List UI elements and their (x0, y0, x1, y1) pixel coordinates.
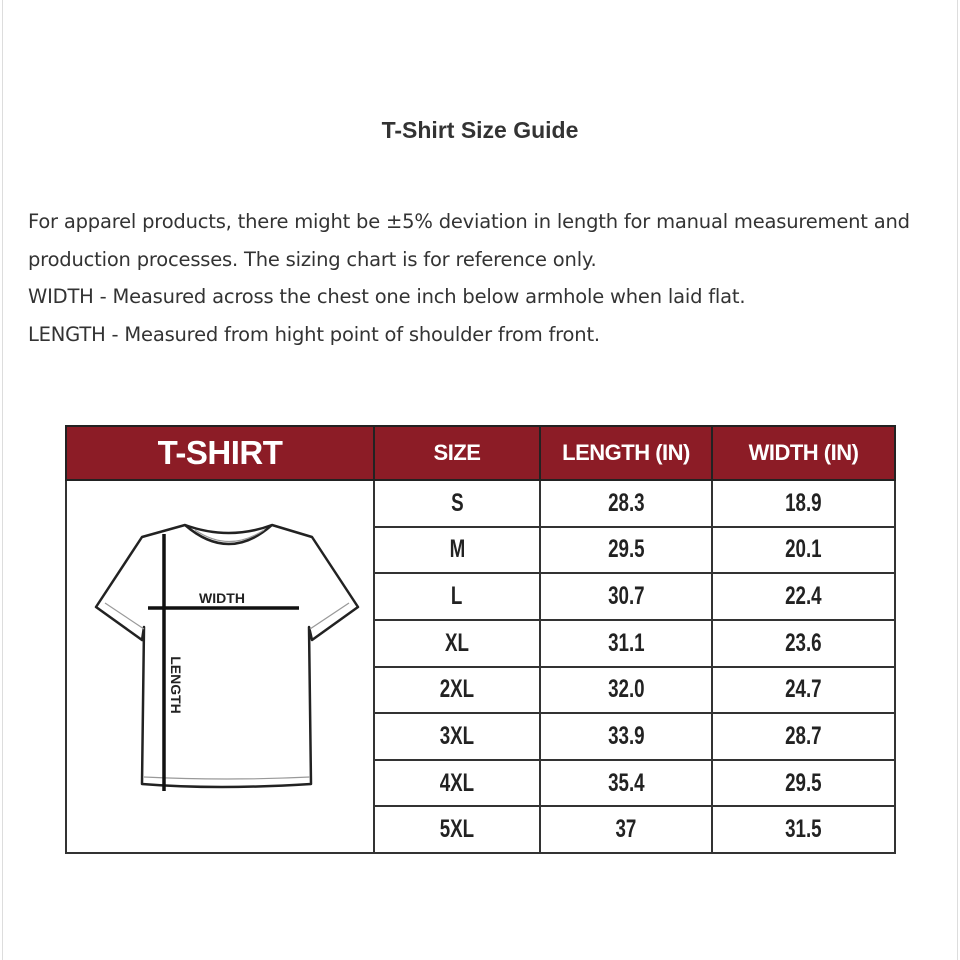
length-cell: 32.0 (539, 665, 713, 715)
table-row: XL 31.1 23.6 (66, 618, 896, 668)
width-cell: 31.5 (711, 805, 896, 854)
tshirt-diagram: WIDTH LENGTH (65, 479, 375, 854)
header-width: WIDTH (IN) (711, 425, 896, 481)
width-cell: 20.1 (711, 525, 896, 575)
size-cell: 4XL (373, 758, 541, 808)
length-cell: 29.5 (539, 525, 713, 575)
table-row: 2XL 32.0 24.7 (66, 665, 896, 715)
table-row: L 30.7 22.4 (66, 572, 896, 621)
width-cell: 22.4 (711, 572, 896, 621)
size-chart-table: T-SHIRT SIZE LENGTH (IN) WIDTH (IN) WIDT… (65, 425, 896, 854)
width-cell: 29.5 (711, 758, 896, 808)
size-cell: S (373, 479, 541, 528)
header-length: LENGTH (IN) (539, 425, 713, 481)
right-border (957, 0, 958, 960)
length-cell: 37 (539, 805, 713, 854)
length-cell: 35.4 (539, 758, 713, 808)
size-cell: 5XL (373, 805, 541, 854)
description: For apparel products, there might be ±5%… (28, 203, 938, 353)
length-cell: 30.7 (539, 572, 713, 621)
width-label: WIDTH (199, 590, 245, 606)
width-note: WIDTH - Measured across the chest one in… (28, 285, 746, 308)
left-border (2, 0, 3, 960)
table-row: WIDTH LENGTH S 28.3 18.9 (65, 479, 896, 854)
length-label: LENGTH (168, 656, 184, 714)
size-cell: XL (373, 618, 541, 668)
length-cell: 33.9 (539, 712, 713, 761)
size-cell: 2XL (373, 665, 541, 715)
tshirt-icon: WIDTH LENGTH (94, 523, 360, 791)
table-row: 4XL 35.4 29.5 (66, 758, 896, 808)
table-row: M 29.5 20.1 (66, 525, 896, 575)
deviation-note: For apparel products, there might be ±5%… (28, 210, 910, 271)
width-cell: 23.6 (711, 618, 896, 668)
width-cell: 28.7 (711, 712, 896, 761)
header-size: SIZE (373, 425, 541, 481)
table-row: 3XL 33.9 28.7 (66, 712, 896, 761)
width-cell: 18.9 (711, 479, 896, 528)
size-cell: M (373, 525, 541, 575)
length-note: LENGTH - Measured from hight point of sh… (28, 322, 600, 346)
table-header-row: T-SHIRT SIZE LENGTH (IN) WIDTH (IN) (65, 425, 896, 481)
table-row: 5XL 37 31.5 (66, 805, 896, 854)
size-cell: L (373, 572, 541, 621)
length-cell: 28.3 (539, 479, 713, 528)
width-cell: 24.7 (711, 665, 896, 715)
header-tshirt: T-SHIRT (65, 425, 375, 481)
page-title: T-Shirt Size Guide (381, 117, 579, 143)
size-cell: 3XL (373, 712, 541, 761)
length-cell: 31.1 (539, 618, 713, 668)
